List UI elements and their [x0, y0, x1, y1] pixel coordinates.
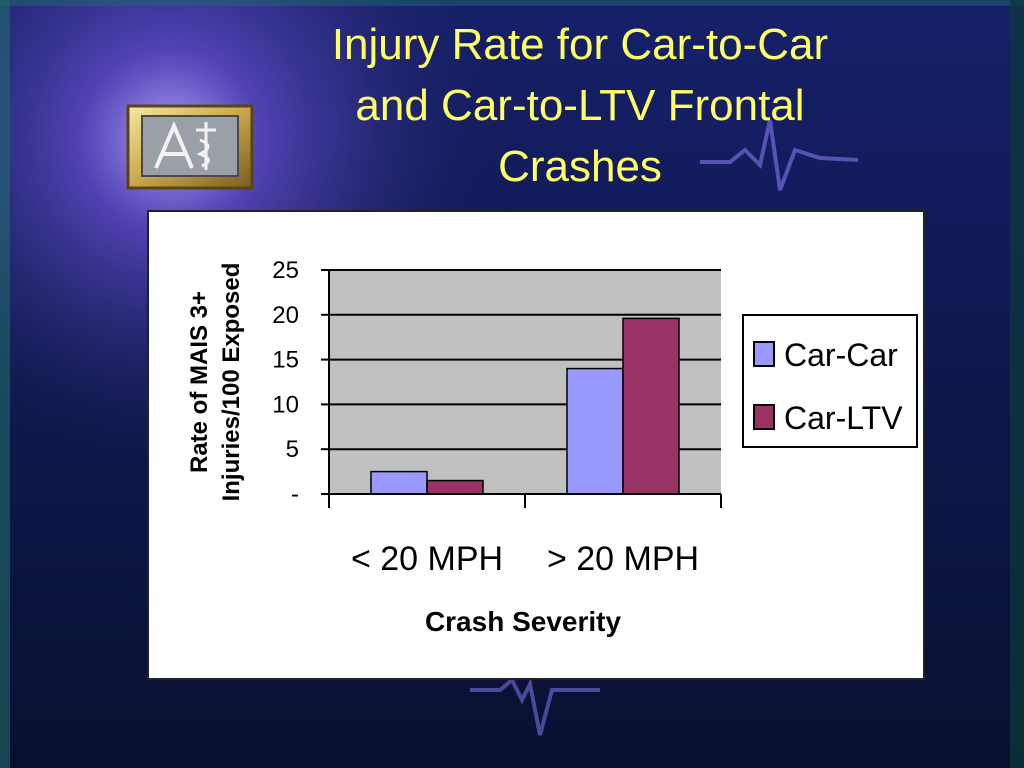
- legend-swatch-car-ltv: [753, 404, 775, 430]
- legend-swatch-car-car: [753, 341, 775, 367]
- legend-label-car-ltv: Car-LTV: [784, 400, 903, 436]
- axes: - 5 10 15 20 25 < 20 MPH > 20 MPH: [272, 257, 722, 578]
- x-category-label: > 20 MPH: [547, 540, 699, 578]
- bar-chart: - 5 10 15 20 25 < 20 MPH > 20 MPH Crash Severit…: [186, 257, 918, 637]
- y-tick-label: 25: [272, 257, 299, 284]
- y-axis-title: Rate of MAIS 3+ Injuries/100 Exposed: [186, 263, 245, 502]
- bar-car-ltv: [622, 317, 680, 495]
- y-tick-label: 10: [272, 391, 299, 418]
- y-tick-label: 15: [272, 347, 299, 374]
- chart-legend: Car-Car Car-LTV: [742, 314, 918, 448]
- y-tick-label: 5: [286, 436, 299, 463]
- bar-car-ltv: [426, 479, 484, 495]
- heartbeat-line-top: [700, 119, 859, 191]
- x-axis-title: Crash Severity: [425, 606, 622, 637]
- bars: [370, 317, 680, 495]
- slide-title: Injury Rate for Car-to-Car and Car-to-LT…: [331, 20, 829, 191]
- y-tick-label: 20: [272, 302, 299, 329]
- y-tick-label: -: [291, 481, 299, 508]
- caduceus-compass-logo-icon: [126, 104, 254, 190]
- y-axis-title-line-1: Rate of MAIS 3+: [186, 291, 213, 473]
- legend-label-car-car: Car-Car: [784, 337, 898, 373]
- y-axis-title-line-2: Injuries/100 Exposed: [218, 263, 245, 502]
- bar-car-car: [370, 470, 428, 495]
- chart-panel: - 5 10 15 20 25 < 20 MPH > 20 MPH Crash Severit…: [147, 210, 925, 680]
- heartbeat-line-bottom: [470, 676, 600, 736]
- x-category-label: < 20 MPH: [351, 540, 503, 578]
- bar-car-car: [566, 367, 624, 495]
